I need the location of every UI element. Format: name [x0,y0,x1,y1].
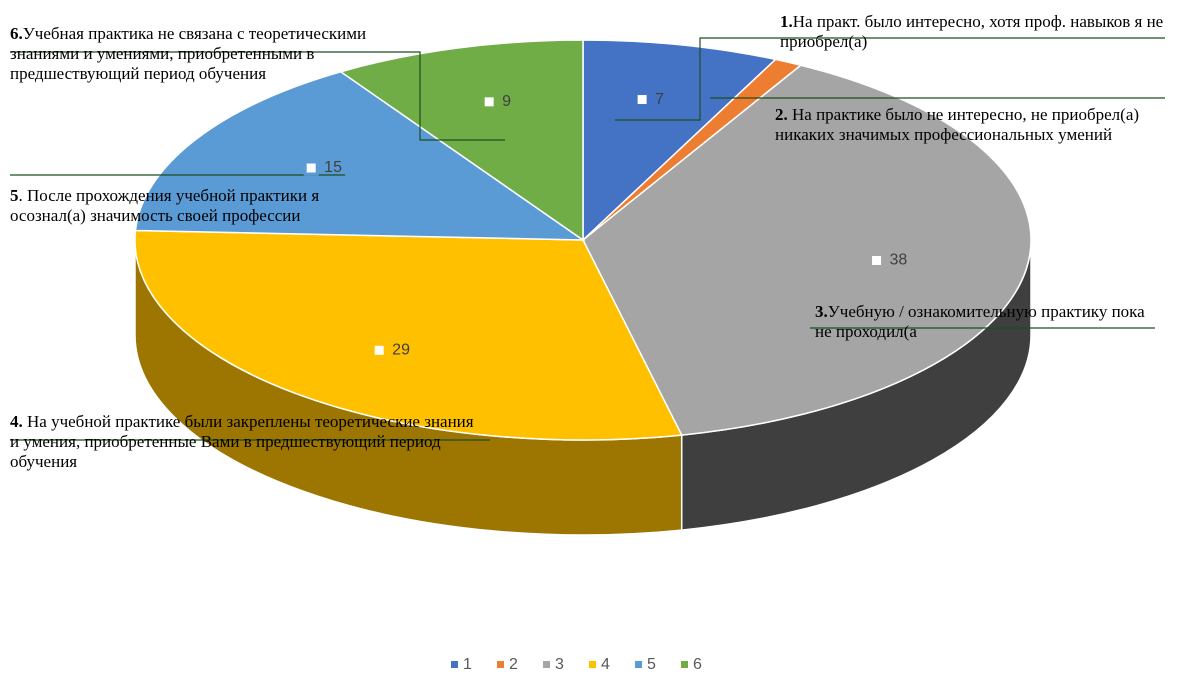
tops [134,39,1032,441]
annotation: 2. На практике было не интересно, не при… [775,105,1165,145]
legend-swatch [451,661,458,668]
legend-swatch [543,661,550,668]
leader-line [615,37,1165,121]
legend-swatch [635,661,642,668]
slice [134,229,683,441]
data-label: 9 [502,93,511,110]
data-label: 7 [655,91,664,108]
legend-swatch [497,661,504,668]
slice [582,39,778,242]
annotation: 4. На учебной практике были закреплены т… [10,412,480,472]
legend-swatch [589,661,596,668]
annotation-text: На учебной практике были закреплены теор… [10,412,474,471]
legend-label: 1 [463,656,472,673]
legend-label: 4 [601,656,610,673]
leader-line [10,51,505,141]
legend-swatch [681,661,688,668]
annotation-text: Учебная практика не связана с теоретичес… [10,24,367,83]
annotation-text: На практ. было интересно, хотя проф. нав… [780,12,1164,51]
annotation-number: 4. [10,412,23,431]
label-marker [869,252,885,268]
slice [582,64,1032,436]
annotation-number: 5 [10,186,19,205]
label-marker [303,160,319,176]
legend-label: 6 [693,656,702,673]
slice [134,70,586,241]
annotation-text: Учебную / ознакомительную практику пока … [815,302,1145,341]
annotation: 6.Учебная практика не связана с теоретич… [10,24,430,84]
label-marker [481,94,497,110]
label-marker [371,342,387,358]
data-label: 29 [392,342,410,359]
annotation-text: На практике было не интересно, не приобр… [775,105,1140,144]
data-label: 38 [890,252,908,269]
annotation: 5. После прохождения учебной практики я … [10,186,360,226]
annotation-number: 3. [815,302,828,321]
annotation-number: 6. [10,24,23,43]
annotation: 1.На практ. было интересно, хотя проф. н… [780,12,1170,52]
leader-lines [10,37,1165,441]
label-marker [634,92,650,108]
annotation-text: . После прохождения учебной практики я о… [10,186,320,225]
annotation-number: 1. [780,12,793,31]
legend-label: 2 [509,656,518,673]
data-labels: 7 38 29 15 9 [303,91,908,359]
annotation: 3.Учебную / ознакомительную практику пок… [815,302,1155,342]
annotation-number: 2. [775,105,788,124]
legend-label: 3 [555,656,564,673]
legend: 1 2 3 4 5 6 [451,656,702,673]
data-label: 15 [324,159,342,176]
legend-label: 5 [647,656,656,673]
